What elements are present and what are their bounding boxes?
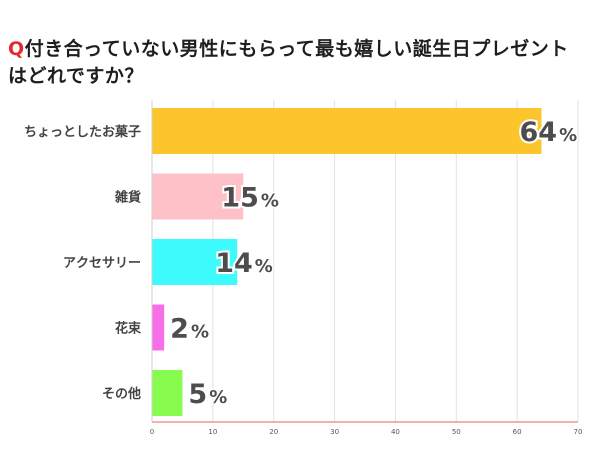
category-label: その他 xyxy=(102,386,141,402)
bar xyxy=(152,304,165,351)
x-tick-label: 60 xyxy=(513,428,522,436)
x-tick-label: 0 xyxy=(150,428,154,436)
percent-sign: % xyxy=(261,191,279,212)
percent-sign: % xyxy=(559,125,577,146)
x-tick-label: 40 xyxy=(391,428,400,436)
bar xyxy=(152,108,542,154)
title-line-1: 付き合っていない男性にもらって最も嬉しい誕生日プレゼント xyxy=(24,38,569,60)
x-tick-label: 10 xyxy=(208,428,217,436)
title-line-2: はどれですか？ xyxy=(8,65,144,87)
category-label: 花束 xyxy=(115,321,142,337)
bar xyxy=(152,370,183,416)
value-label: 14% xyxy=(215,248,273,279)
percent-sign: % xyxy=(209,387,227,408)
value-labels: 64 % 15 % 14 % 2 % 5% xyxy=(168,115,579,412)
value-label: 64% xyxy=(519,117,577,148)
x-tick-label: 70 xyxy=(574,428,583,436)
category-label: ちょっとしたお菓子 xyxy=(24,124,141,140)
percent-sign: % xyxy=(255,256,273,277)
x-tick-label: 50 xyxy=(452,428,461,436)
x-tick-label: 20 xyxy=(269,428,278,436)
value-label: 15% xyxy=(221,183,279,214)
category-label: アクセサリー xyxy=(63,256,141,271)
x-tick-label: 30 xyxy=(330,428,339,436)
chart-title: Q付き合っていない男性にもらって最も嬉しい誕生日プレゼントはどれですか？ xyxy=(8,36,608,90)
bar xyxy=(152,173,244,220)
bar xyxy=(152,239,238,285)
category-label: 雑貨 xyxy=(114,190,141,206)
x-axis: 0 10 20 30 40 50 60 70 xyxy=(150,100,583,436)
question-mark: Q xyxy=(8,38,25,60)
percent-sign: % xyxy=(191,322,209,343)
value-label: 2% xyxy=(170,314,209,345)
value-label: 5% xyxy=(188,379,227,410)
bars xyxy=(152,108,542,416)
